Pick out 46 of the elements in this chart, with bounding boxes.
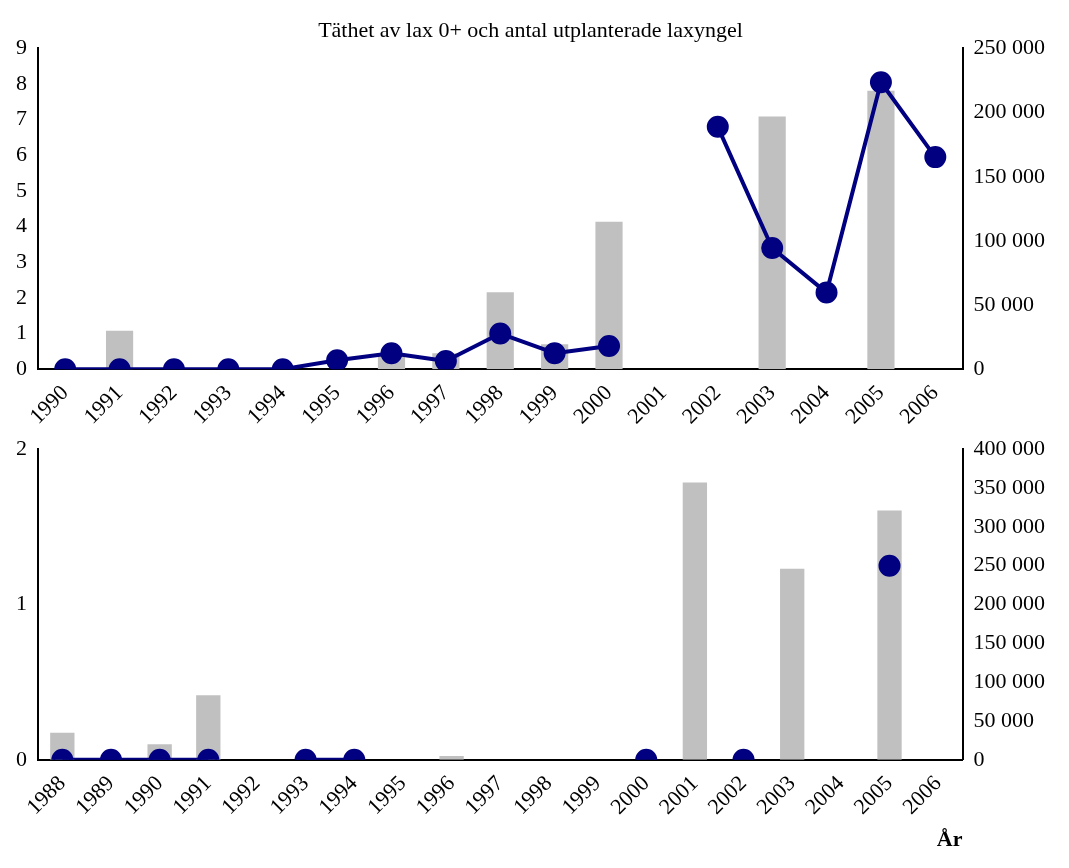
x-axis-title: År — [936, 826, 963, 852]
y2-tick-label: 300 000 — [973, 512, 1045, 538]
bar — [758, 116, 786, 370]
point — [924, 146, 947, 169]
y2-tick-label: 250 000 — [973, 551, 1045, 577]
y-tick-label: 2 — [16, 283, 27, 309]
y-tick-label: 2 — [16, 434, 27, 460]
point — [869, 71, 892, 94]
y2-tick-label: 150 000 — [973, 629, 1045, 655]
bar — [877, 510, 902, 760]
y2-tick-label: 50 000 — [973, 706, 1034, 732]
point — [598, 335, 621, 358]
y2-tick-label: 150 000 — [973, 162, 1045, 188]
y-tick-label: 3 — [16, 248, 27, 274]
point — [380, 342, 403, 365]
y-tick-label: 5 — [16, 176, 27, 202]
y2-tick-label: 50 000 — [973, 290, 1034, 316]
y2-tick-label: 350 000 — [973, 473, 1045, 499]
y2-tick-label: 250 000 — [973, 34, 1045, 60]
y2-tick-label: 100 000 — [973, 667, 1045, 693]
y-tick-label: 1 — [16, 590, 27, 616]
point — [815, 281, 838, 304]
y2-tick-label: 100 000 — [973, 226, 1045, 252]
y-tick-label: 6 — [16, 141, 27, 167]
bar — [682, 482, 708, 760]
y2-tick-label: 200 000 — [973, 590, 1045, 616]
y-tick-label: 9 — [16, 34, 27, 60]
y2-tick-label: 200 000 — [973, 98, 1045, 124]
bar — [196, 695, 221, 760]
y2-tick-label: 400 000 — [973, 434, 1045, 460]
y2-tick-label: 0 — [973, 745, 985, 771]
y-tick-label: 1 — [16, 319, 27, 345]
y-tick-label: 4 — [16, 212, 27, 238]
chart-title: Täthet av lax 0+ och antal utplanterade laxyngel — [318, 16, 743, 42]
bar — [595, 221, 623, 370]
y-tick-label: 0 — [16, 355, 27, 380]
bar — [867, 90, 895, 370]
y-tick-label: 0 — [16, 745, 27, 771]
y-tick-label: 7 — [16, 105, 27, 131]
point — [761, 237, 784, 260]
point — [706, 115, 729, 138]
x-tick-label: 1991 — [167, 770, 216, 819]
bar — [780, 568, 805, 760]
y-tick-label: 8 — [16, 69, 27, 95]
point — [326, 349, 349, 370]
y2-tick-label: 0 — [973, 355, 985, 380]
